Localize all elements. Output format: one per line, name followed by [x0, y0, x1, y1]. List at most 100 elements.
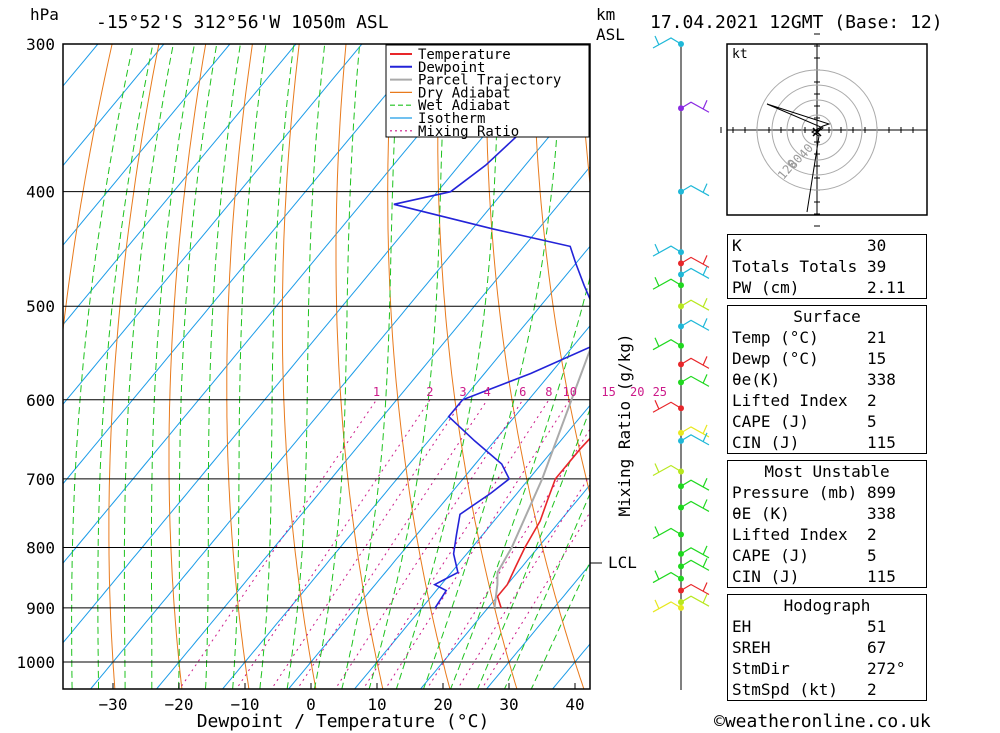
- isotherm-line: [63, 44, 429, 485]
- legend-label: Parcel Trajectory: [418, 73, 561, 89]
- mixing-ratio-label: 2: [426, 385, 433, 399]
- wind-barb: [680, 255, 710, 268]
- wet-adiabat-line: [286, 44, 326, 689]
- dry-adiabat-line: [63, 44, 113, 334]
- wind-barb: [680, 499, 710, 512]
- wind-level-dot: [678, 361, 684, 368]
- temperature-tick-label: 20: [433, 695, 452, 714]
- temperature-tick-label: 30: [499, 695, 518, 714]
- index-value: 2: [867, 680, 877, 699]
- dry-adiabat-line: [978, 0, 1000, 711]
- index-key: Lifted Index: [732, 391, 848, 410]
- legend-label: Wet Adiabat: [418, 98, 511, 114]
- legend-label: Isotherm: [418, 111, 485, 127]
- isotherm-line: [419, 484, 590, 689]
- wind-barb: [680, 100, 710, 113]
- index-row: StmSpd (kt) 2: [728, 679, 927, 701]
- index-value: 51: [867, 617, 887, 636]
- index-value: 338: [867, 504, 896, 523]
- mixing-ratio-line: [235, 399, 431, 689]
- isotherm-line: [63, 44, 363, 405]
- wet-adiabat-line: [503, 492, 590, 689]
- index-key: StmDir: [732, 659, 790, 678]
- dry-adiabat-line: [335, 44, 384, 689]
- index-value: 5: [867, 412, 877, 431]
- mixing-ratio-label: 20: [630, 385, 644, 399]
- dry-adiabat-line: [168, 44, 207, 689]
- storm-motion-marker: [812, 127, 822, 137]
- wind-level-dot: [678, 563, 684, 570]
- pressure-tick-label: 900: [26, 599, 55, 618]
- index-value: 67: [867, 638, 887, 657]
- mixing-ratio-label: 6: [519, 385, 526, 399]
- index-row: Temp (°C) 21: [728, 327, 927, 348]
- index-key: CAPE (J): [732, 546, 810, 565]
- isotherm-line: [63, 44, 231, 246]
- pressure-tick-label: 800: [26, 538, 55, 557]
- wind-level-dot: [678, 587, 684, 594]
- height-unit-asl: ASL: [596, 25, 625, 44]
- index-key: K: [732, 236, 742, 255]
- isotherm-line: [89, 86, 590, 689]
- index-row: CIN (J) 115: [728, 566, 927, 588]
- index-value: 115: [867, 567, 896, 586]
- wind-level-dot: [678, 323, 684, 330]
- index-row: K 30: [728, 235, 927, 257]
- wet-adiabat-line: [341, 44, 401, 689]
- index-value: 15: [867, 349, 887, 368]
- temperature-tick-label: −30: [99, 695, 128, 714]
- wind-barb: [680, 266, 710, 279]
- wind-barb: [680, 477, 710, 491]
- wind-barb: [680, 318, 710, 331]
- wet-adiabat-line: [450, 275, 590, 689]
- wind-barb: [680, 183, 710, 197]
- wet-adiabat-line: [259, 44, 295, 689]
- mixing-ratio-line: [362, 399, 550, 689]
- mixing-ratio-label: 3: [459, 385, 466, 399]
- index-key: Temp (°C): [732, 328, 819, 347]
- index-value: 39: [867, 257, 887, 276]
- wind-level-dot: [678, 504, 684, 511]
- index-row: SREH 67: [728, 637, 927, 658]
- section-title: Surface: [793, 307, 861, 326]
- mixing-ratio-axis-label: Mixing Ratio (g/kg): [615, 333, 634, 516]
- hodograph-ring: [786, 99, 848, 161]
- index-value: 30: [867, 236, 887, 255]
- wind-level-dot: [678, 550, 684, 557]
- wind-level-dot: [678, 271, 684, 278]
- index-key: Dewp (°C): [732, 349, 819, 368]
- wind-barb: [680, 545, 710, 559]
- index-value: 2: [867, 525, 877, 544]
- wind-level-dot: [678, 429, 684, 436]
- isotherm-line: [353, 404, 590, 689]
- wind-barb: [680, 424, 710, 438]
- pressure-unit: hPa: [30, 5, 59, 24]
- wet-adiabat-line: [313, 44, 361, 689]
- index-key: θe(K): [732, 370, 781, 389]
- mixing-ratio-label: 15: [601, 385, 615, 399]
- index-row: Lifted Index 2: [728, 524, 927, 545]
- temperature-tick-label: 10: [367, 695, 386, 714]
- wind-barb: [652, 35, 682, 49]
- index-row: Dewp (°C) 15: [728, 348, 927, 369]
- wind-barb: [652, 400, 682, 413]
- mixing-ratio-label: 4: [484, 385, 491, 399]
- wind-level-dot: [678, 41, 684, 47]
- wind-barb: [652, 277, 682, 290]
- wind-level-dot: [678, 342, 684, 349]
- wet-adiabat-line: [123, 44, 174, 689]
- index-value: 2: [867, 391, 877, 410]
- wet-adiabat-line: [97, 44, 154, 689]
- pressure-tick-labels: 300 400 500 600 700 800 900 1000: [16, 35, 55, 672]
- temperature-tick-label: −20: [165, 695, 194, 714]
- wind-barb: [652, 243, 682, 257]
- wet-adiabat-line: [178, 44, 218, 689]
- wind-level-dot: [678, 105, 684, 112]
- dry-adiabat-line: [387, 44, 451, 689]
- index-row: EH 51: [728, 616, 927, 637]
- index-key: CIN (J): [732, 567, 800, 586]
- section-title: Most Unstable: [764, 462, 890, 481]
- wind-barb: [680, 593, 710, 607]
- wind-barb: [652, 599, 682, 613]
- wet-adiabat-line: [205, 44, 241, 689]
